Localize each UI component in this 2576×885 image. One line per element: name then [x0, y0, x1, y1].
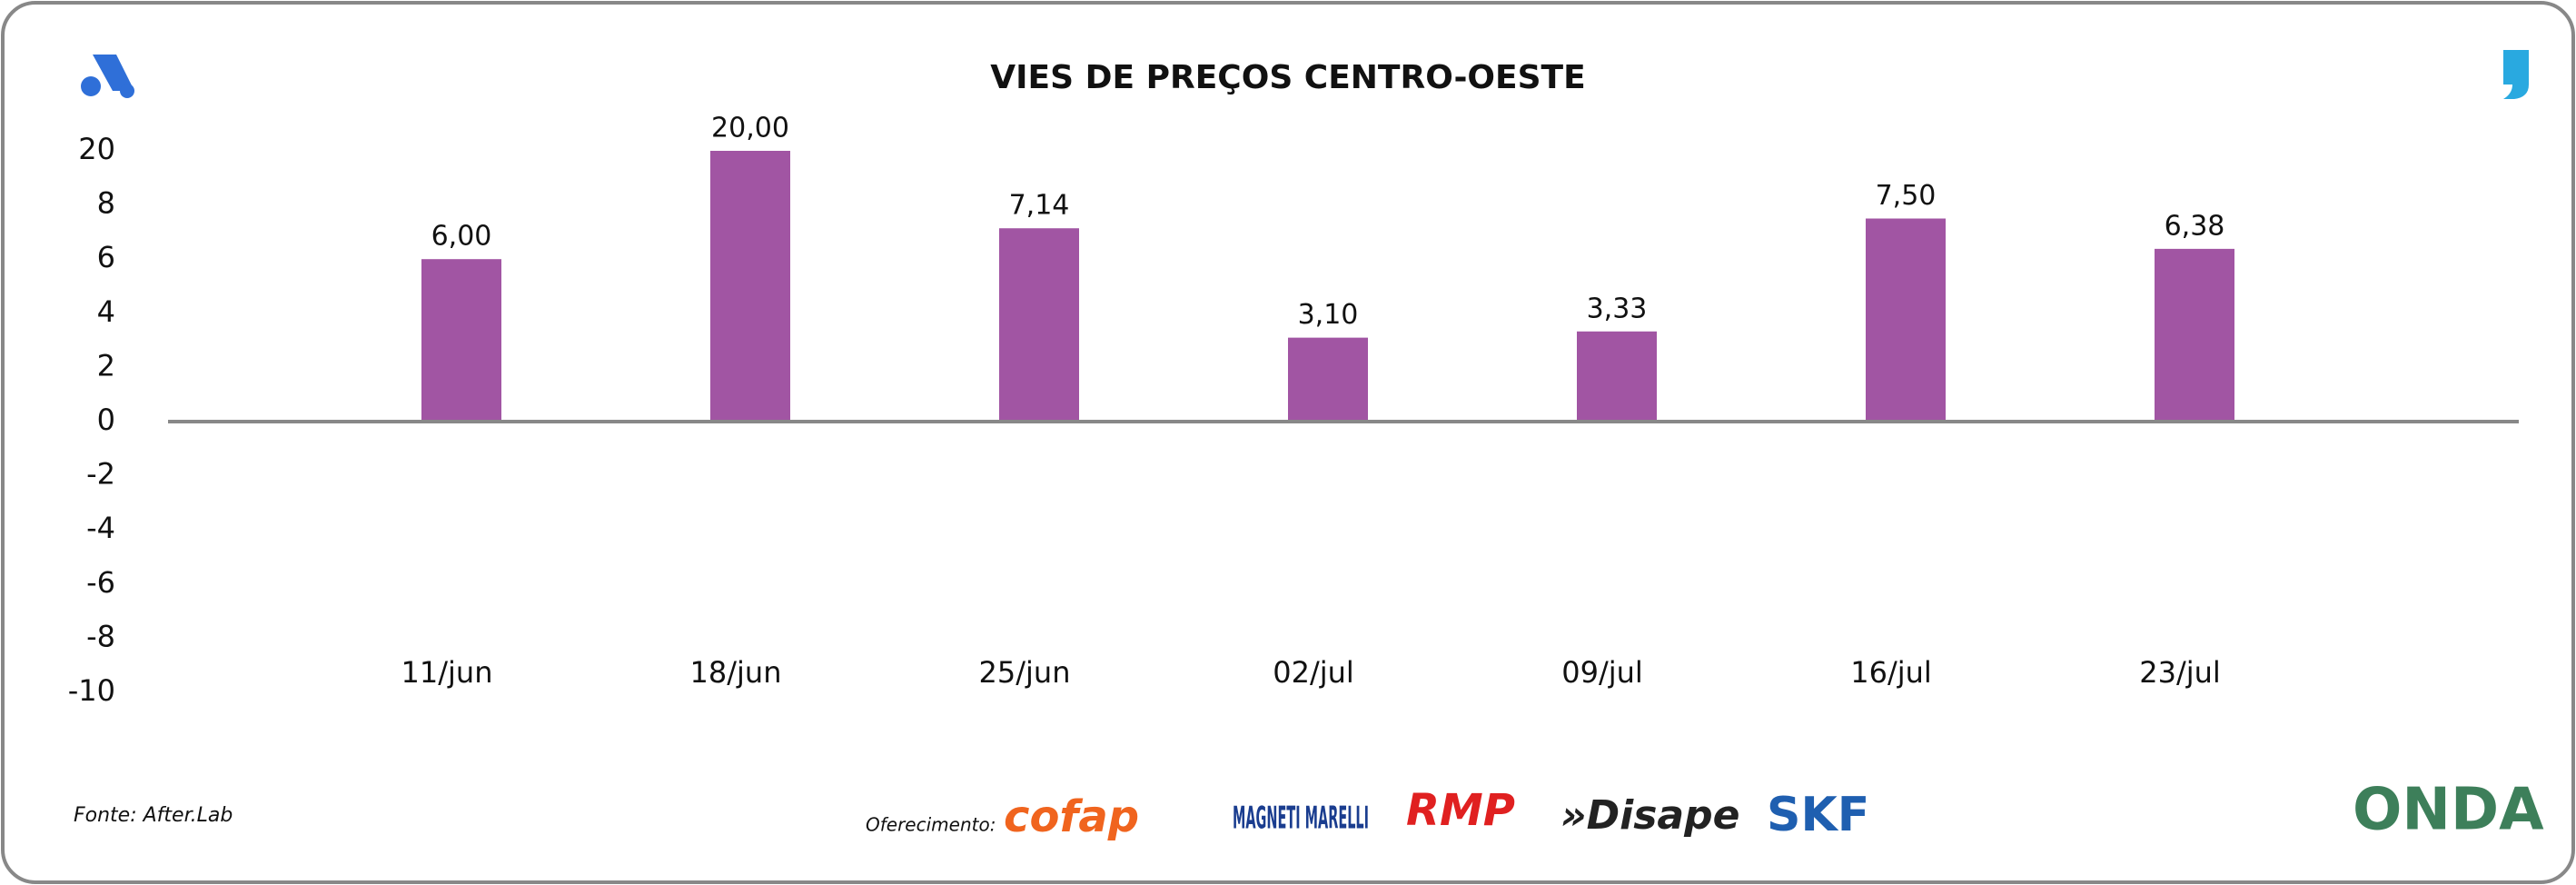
x-tick-label: 11/jun — [401, 655, 493, 690]
y-tick-label: -6 — [86, 565, 115, 600]
x-tick-label: 02/jul — [1273, 655, 1354, 690]
value-label: 7,50 — [1876, 180, 1937, 212]
sponsor-logo: SKF — [1767, 788, 1869, 842]
y-tick-label: -8 — [86, 619, 115, 653]
y-tick-label: 0 — [97, 403, 115, 437]
bar — [1288, 337, 1368, 422]
x-tick-label: 16/jul — [1850, 655, 1932, 690]
value-label: 20,00 — [711, 113, 789, 144]
y-tick-label: 8 — [97, 186, 115, 221]
bar — [1577, 331, 1657, 422]
source: Fonte: After.Lab — [74, 804, 233, 827]
sponsor-label: Oferecimento: — [866, 814, 996, 836]
x-tick-label: 09/jul — [1561, 655, 1643, 690]
y-tick-label: 4 — [97, 294, 115, 329]
x-tick-label: 23/jul — [2139, 655, 2221, 690]
value-label: 7,14 — [1009, 190, 1070, 222]
logo-left — [81, 55, 134, 98]
bar — [999, 228, 1079, 422]
logo-right — [2503, 50, 2529, 99]
y-tick-label: 6 — [97, 240, 115, 274]
value-label: 3,10 — [1298, 299, 1359, 331]
sponsor-logo: cofap — [1004, 791, 1139, 842]
y-tick-label: 20 — [78, 132, 115, 166]
x-tick-label: 25/jun — [979, 655, 1071, 690]
bar — [2155, 248, 2234, 422]
value-label: 6,00 — [431, 221, 492, 253]
sponsor-logo: RMP — [1406, 785, 1515, 836]
sponsor-logo: ONDA — [2353, 777, 2544, 844]
value-label: 6,38 — [2165, 210, 2225, 242]
sponsor-logo: »Disape — [1560, 792, 1739, 839]
y-tick-label: 2 — [97, 348, 115, 383]
bar — [421, 259, 501, 422]
chart-title: VIES DE PREÇOS CENTRO-OESTE — [990, 59, 1585, 96]
bar — [710, 151, 790, 422]
y-tick-label: -2 — [86, 457, 115, 492]
sponsor-logo: MAGNETI MARELLI — [1233, 800, 1369, 837]
y-tick-label: -10 — [68, 673, 115, 708]
y-tick-label: -4 — [86, 511, 115, 545]
bar — [1866, 218, 1946, 422]
value-label: 3,33 — [1587, 293, 1648, 324]
x-tick-label: 18/jun — [690, 655, 782, 690]
